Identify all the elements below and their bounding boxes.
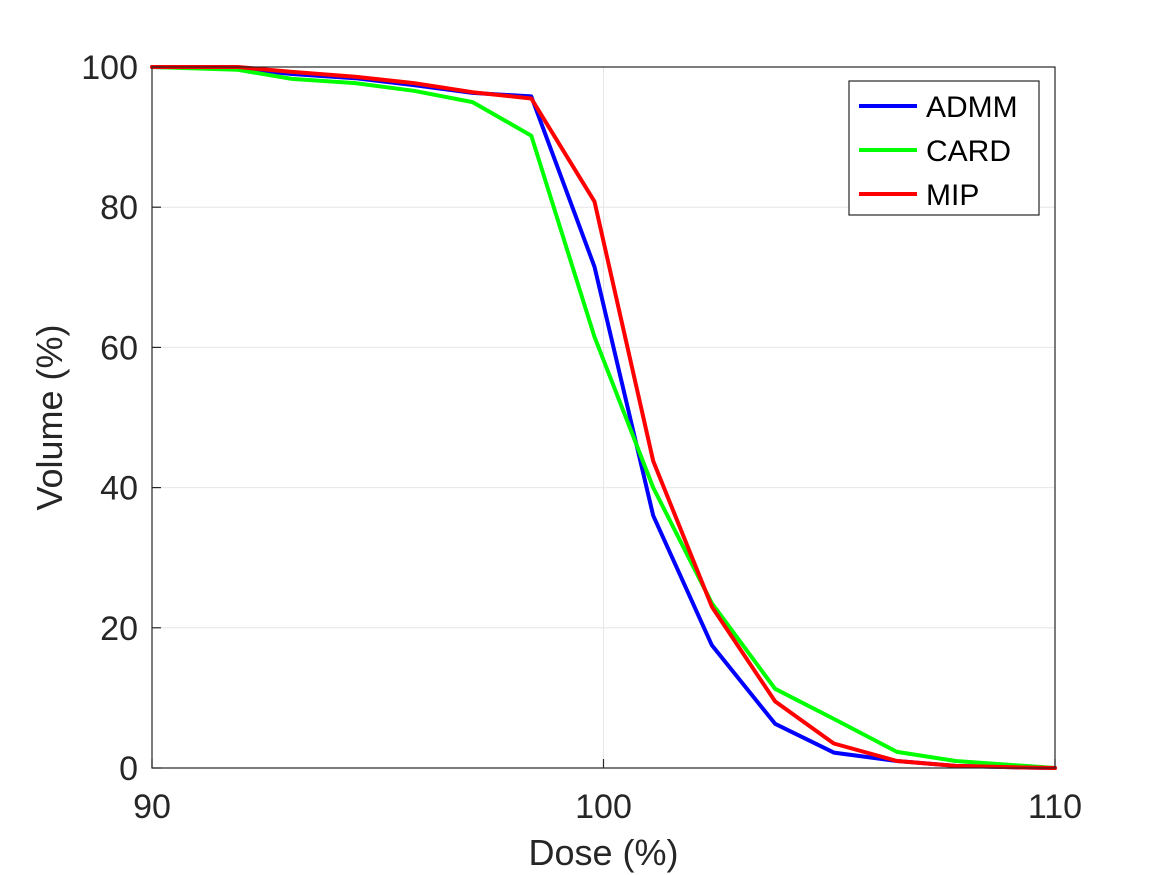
y-axis-label: Volume (%) (29, 324, 70, 510)
legend-label: CARD (926, 135, 1011, 168)
axis-ticks: 90 100 110 0 20 40 60 80 100 (81, 49, 1082, 826)
y-tick-label: 100 (81, 49, 138, 87)
y-tick-label: 60 (100, 329, 138, 367)
series-lines (150, 65, 1057, 770)
x-tick-label: 100 (575, 788, 632, 826)
y-tick-label: 0 (119, 750, 138, 788)
x-tick-label: 90 (133, 788, 171, 826)
x-axis-label: Dose (%) (528, 832, 678, 873)
y-tick-label: 20 (100, 610, 138, 648)
y-tick-label: 80 (100, 189, 138, 227)
x-tick-label: 110 (1028, 788, 1082, 826)
legend-label: MIP (926, 179, 979, 212)
series-line-card (150, 65, 1057, 770)
legend: ADMM CARD MIP (848, 80, 1040, 216)
y-tick-label: 40 (100, 470, 138, 508)
series-line-mip (150, 65, 1057, 770)
legend-label: ADMM (926, 91, 1018, 124)
